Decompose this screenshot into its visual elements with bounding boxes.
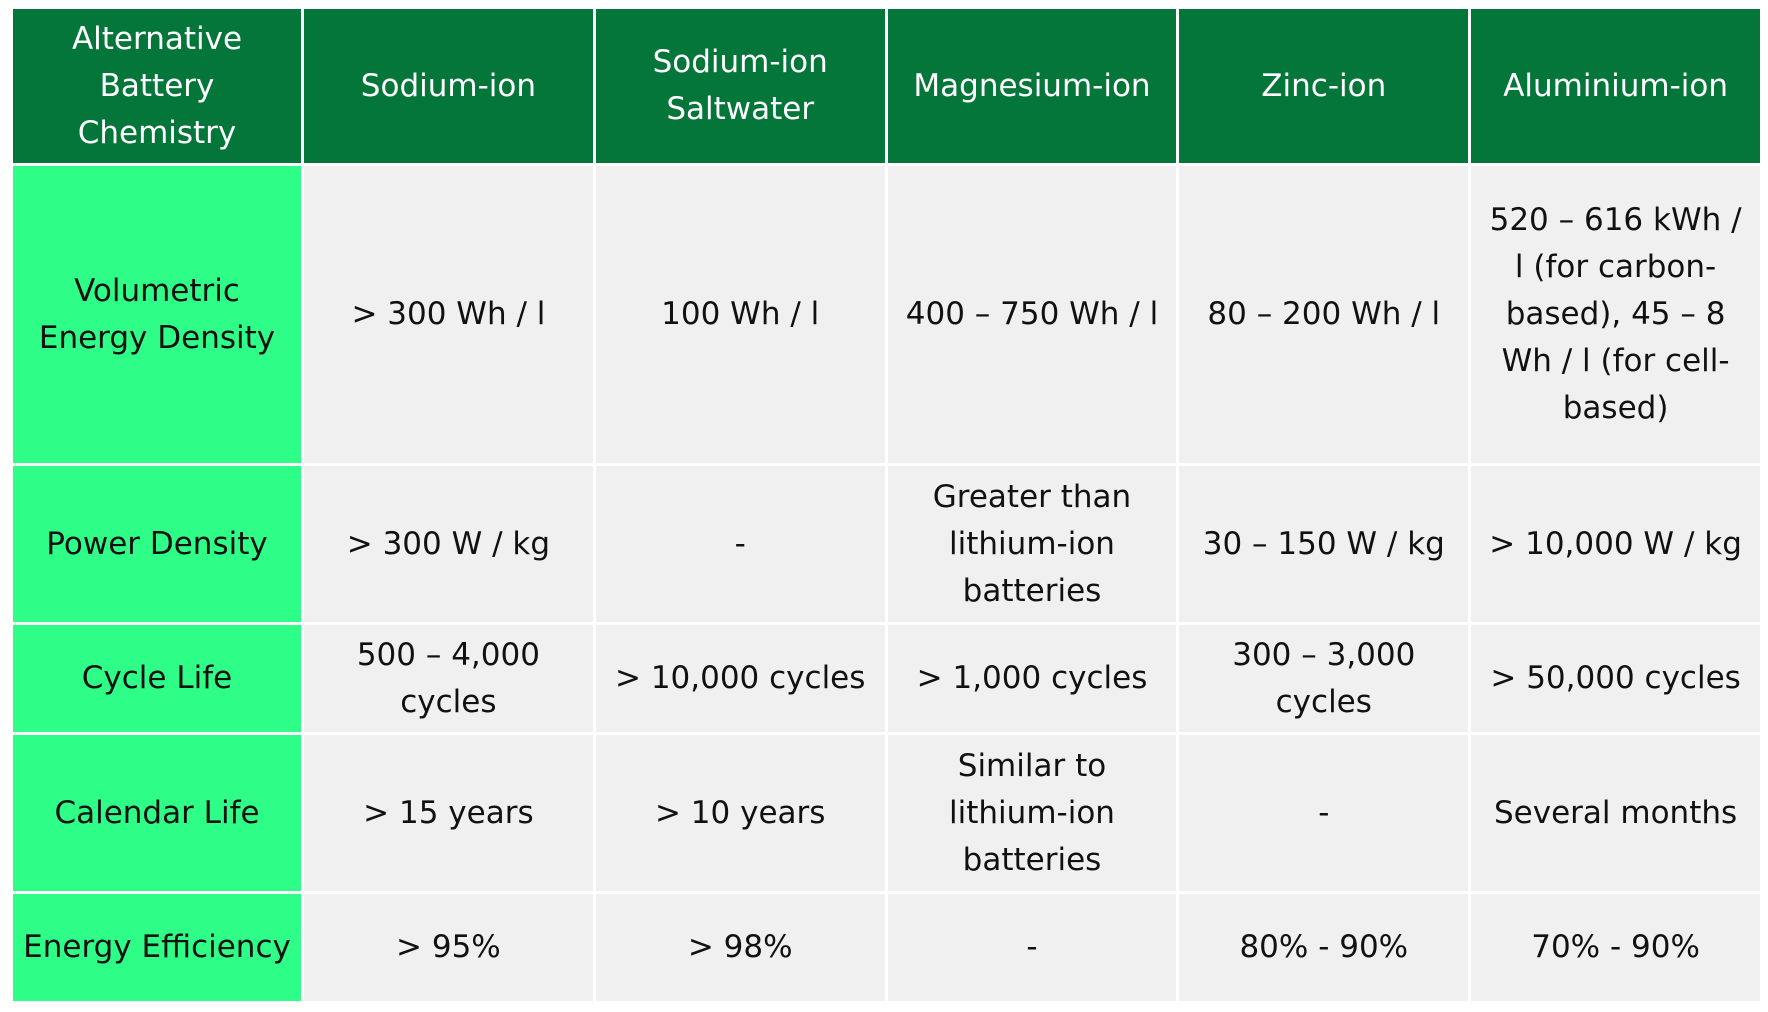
cell-value: - xyxy=(734,525,746,562)
cell-value: > 50,000 cycles xyxy=(1490,660,1741,696)
cell-value: > 95% xyxy=(396,929,501,965)
table-cell: - xyxy=(1176,732,1472,894)
header-label: Magnesium-ion xyxy=(913,67,1151,104)
header-label: Sodium-ion Saltwater xyxy=(652,44,828,127)
table-row-calendar-life: Calendar Life > 15 years > 10 years Simi… xyxy=(10,732,1763,894)
cell-value: > 10 years xyxy=(654,794,826,831)
cell-value: > 1,000 cycles xyxy=(916,660,1148,696)
table-cell: > 300 W / kg xyxy=(301,463,596,625)
cell-value: > 98% xyxy=(687,929,793,965)
header-cell-chemistry: Alternative Battery Chemistry xyxy=(10,6,304,166)
table-cell: 520 – 616 kWh / l (for carbon-based), 45… xyxy=(1468,163,1763,466)
cell-value: Greater than lithium-ion batteries xyxy=(932,478,1132,609)
table-cell: > 10 years xyxy=(592,732,888,894)
cell-value: 400 – 750 Wh / l xyxy=(905,296,1159,332)
cell-value: 30 – 150 W / kg xyxy=(1202,525,1445,562)
row-label-cell: Calendar Life xyxy=(10,732,304,894)
cell-value: Several months xyxy=(1494,794,1738,831)
table-row-cycle-life: Cycle Life 500 – 4,000 cycles > 10,000 c… xyxy=(10,622,1763,735)
cell-value: > 10,000 cycles xyxy=(614,660,866,696)
row-label: Calendar Life xyxy=(54,794,260,831)
cell-value: - xyxy=(1318,794,1330,831)
table-cell: - xyxy=(592,463,888,625)
header-label: Alternative Battery Chemistry xyxy=(71,20,243,151)
row-label: Volumetric Energy Density xyxy=(38,272,276,356)
table-cell: > 15 years xyxy=(301,732,596,894)
row-label-cell: Cycle Life xyxy=(10,622,304,735)
table-cell: 100 Wh / l xyxy=(592,163,888,466)
table-cell: > 1,000 cycles xyxy=(884,622,1180,735)
cell-value: > 15 years xyxy=(363,794,534,831)
row-label: Cycle Life xyxy=(81,660,233,696)
header-cell-sodium-ion: Sodium-ion xyxy=(301,6,596,166)
row-label: Energy Efficiency xyxy=(23,929,291,965)
header-cell-magnesium-ion: Magnesium-ion xyxy=(884,6,1180,166)
table-cell: Greater than lithium-ion batteries xyxy=(884,463,1180,625)
table-row-power-density: Power Density > 300 W / kg - Greater tha… xyxy=(10,463,1763,625)
row-label-cell: Energy Efficiency xyxy=(10,891,304,1004)
cell-value: 300 – 3,000 cycles xyxy=(1232,636,1416,720)
header-label: Aluminium-ion xyxy=(1503,67,1728,104)
table-cell: Similar to lithium-ion batteries xyxy=(884,732,1180,894)
cell-value: 80 – 200 Wh / l xyxy=(1207,296,1441,332)
table-cell: 500 – 4,000 cycles xyxy=(301,622,596,735)
cell-value: Similar to lithium-ion batteries xyxy=(949,747,1115,878)
cell-value: > 10,000 W / kg xyxy=(1489,525,1742,562)
cell-value: 70% - 90% xyxy=(1531,929,1700,965)
row-label-cell: Volumetric Energy Density xyxy=(10,163,304,466)
table-cell: > 98% xyxy=(592,891,888,1004)
header-cell-sodium-ion-saltwater: Sodium-ion Saltwater xyxy=(592,6,888,166)
table-cell: 300 – 3,000 cycles xyxy=(1176,622,1472,735)
table-header-row: Alternative Battery Chemistry Sodium-ion… xyxy=(10,6,1763,166)
table-cell: > 300 Wh / l xyxy=(301,163,596,466)
table-cell: 80 – 200 Wh / l xyxy=(1176,163,1472,466)
table-cell: 400 – 750 Wh / l xyxy=(884,163,1180,466)
battery-comparison-table: Alternative Battery Chemistry Sodium-ion… xyxy=(10,6,1763,1004)
cell-value: 520 – 616 kWh / l (for carbon-based), 45… xyxy=(1489,202,1742,426)
table-cell: > 10,000 cycles xyxy=(592,622,888,735)
header-label: Zinc-ion xyxy=(1261,67,1387,104)
table-cell: > 95% xyxy=(301,891,596,1004)
table-cell: > 10,000 W / kg xyxy=(1468,463,1763,625)
cell-value: - xyxy=(1026,929,1038,965)
table-cell: 30 – 150 W / kg xyxy=(1176,463,1472,625)
table-row-volumetric-energy-density: Volumetric Energy Density > 300 Wh / l 1… xyxy=(10,163,1763,466)
table-cell: 80% - 90% xyxy=(1176,891,1472,1004)
table-cell: - xyxy=(884,891,1180,1004)
comparison-table-container: Alternative Battery Chemistry Sodium-ion… xyxy=(10,6,1763,1004)
row-label: Power Density xyxy=(46,525,268,562)
table-cell: > 50,000 cycles xyxy=(1468,622,1763,735)
cell-value: > 300 Wh / l xyxy=(351,296,546,332)
cell-value: 80% - 90% xyxy=(1239,929,1409,965)
header-label: Sodium-ion xyxy=(360,67,536,104)
table-cell: 70% - 90% xyxy=(1468,891,1763,1004)
header-cell-aluminium-ion: Aluminium-ion xyxy=(1468,6,1763,166)
cell-value: > 300 W / kg xyxy=(346,525,551,562)
row-label-cell: Power Density xyxy=(10,463,304,625)
table-row-energy-efficiency: Energy Efficiency > 95% > 98% - 80% - 90… xyxy=(10,891,1763,1004)
table-cell: Several months xyxy=(1468,732,1763,894)
cell-value: 100 Wh / l xyxy=(661,296,820,332)
cell-value: 500 – 4,000 cycles xyxy=(356,636,540,720)
header-cell-zinc-ion: Zinc-ion xyxy=(1176,6,1472,166)
